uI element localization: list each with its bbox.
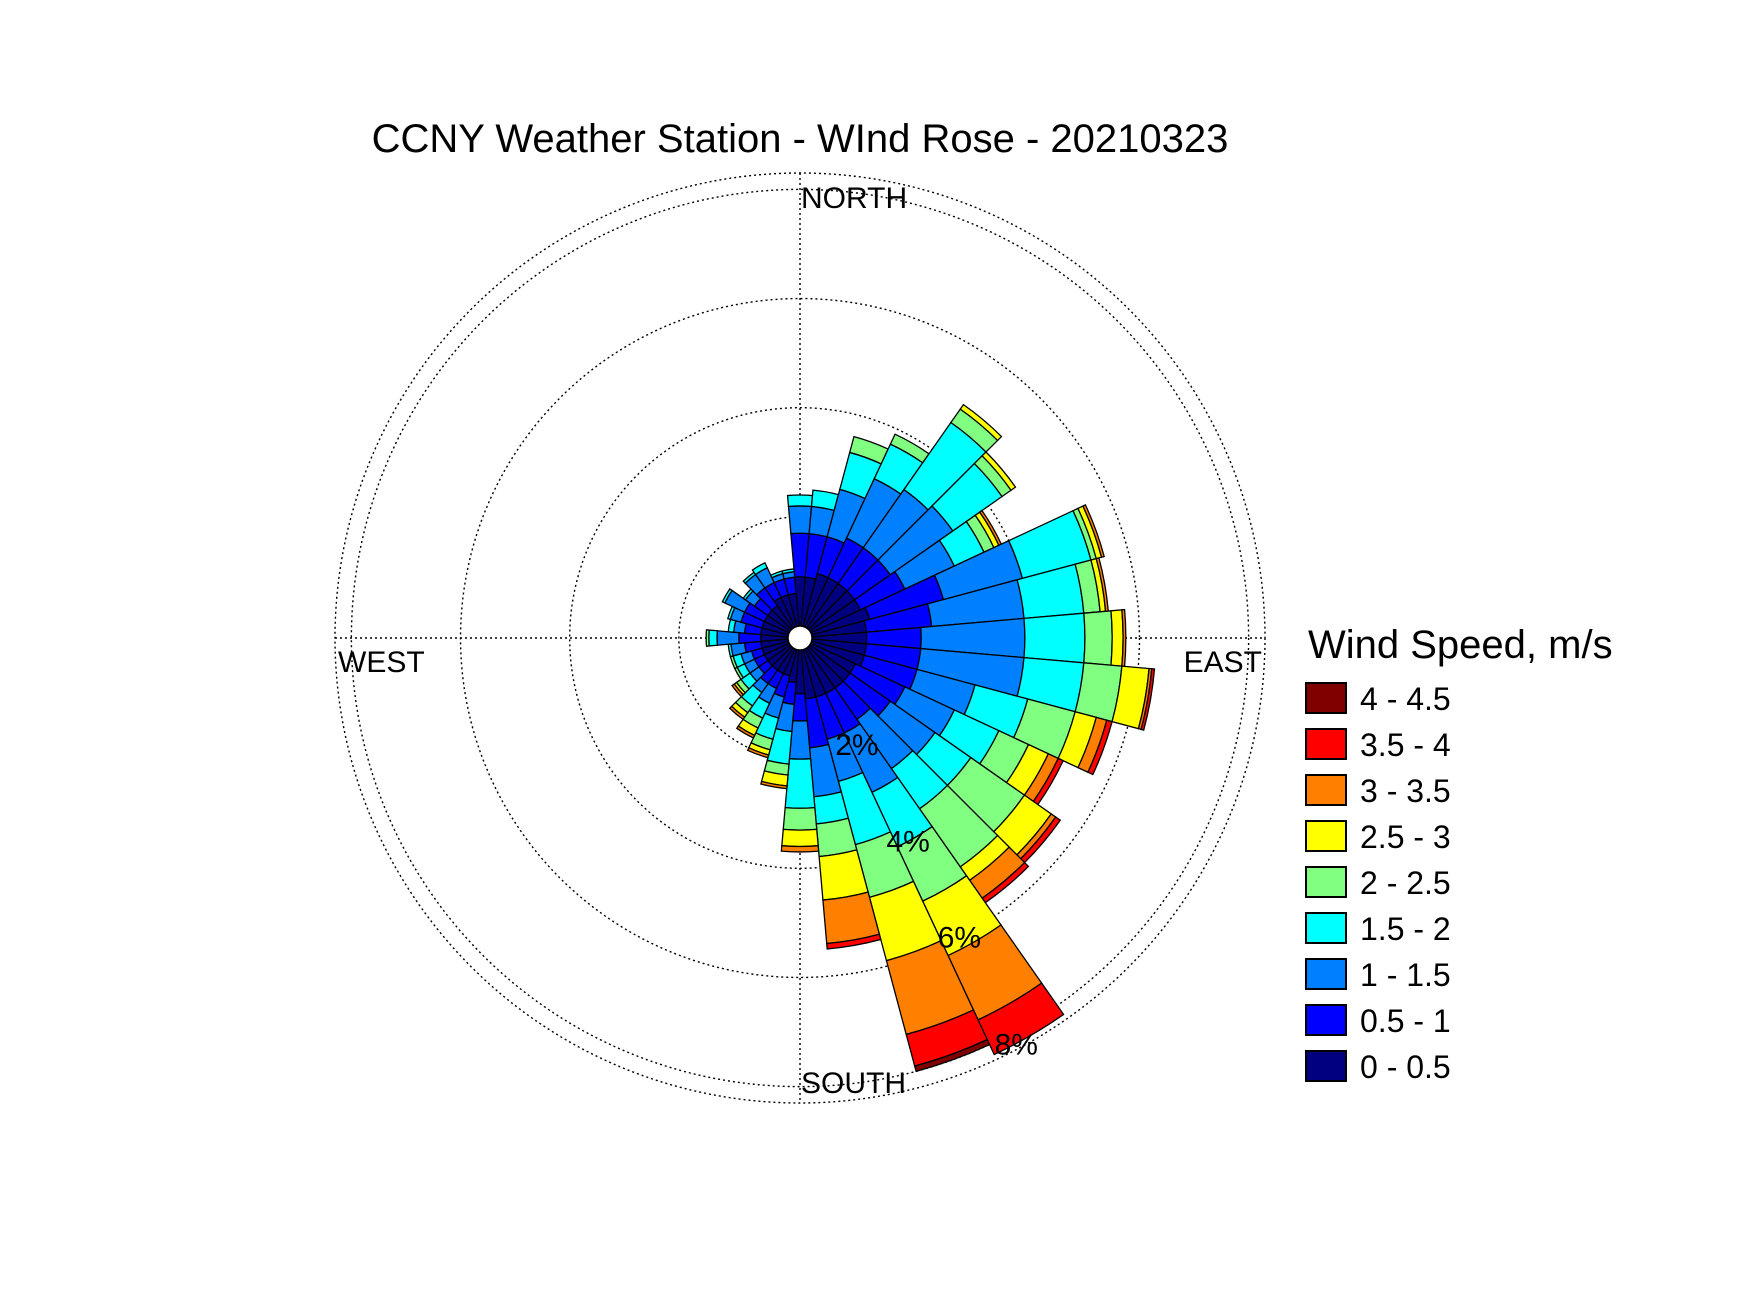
sector-270-bin-3 <box>708 629 719 647</box>
sector-210-bin-6 <box>735 725 756 739</box>
sector-180-bin-5 <box>781 828 819 848</box>
sector-180-bin-6 <box>780 844 820 853</box>
sector-90-bin-4 <box>1083 610 1113 666</box>
sector-110-bin-7 <box>1087 719 1113 776</box>
sector-230-bin-6 <box>731 683 745 698</box>
sector-100-bin-7 <box>1140 668 1156 731</box>
sector-180-bin-4 <box>782 806 818 831</box>
legend-label-7: 0.5 - 1 <box>1360 1003 1451 1039</box>
center-hole <box>787 625 813 651</box>
wind-sectors <box>705 403 1156 1073</box>
legend-swatch-5 <box>1305 912 1347 944</box>
sector-0-bin-3 <box>786 494 814 508</box>
sector-70-bin-6 <box>1082 504 1105 558</box>
sector-90-bin-3 <box>1023 612 1086 664</box>
legend-swatch-6 <box>1305 958 1347 990</box>
chart-title: CCNY Weather Station - WInd Rose - 20210… <box>372 117 1229 161</box>
legend-label-8: 0 - 0.5 <box>1360 1049 1451 1085</box>
compass-east: EAST <box>1184 646 1262 679</box>
compass-west: WEST <box>338 646 425 679</box>
sector-50-bin-5 <box>981 451 1017 492</box>
legend-swatch-8 <box>1305 1050 1347 1082</box>
legend-swatch-1 <box>1305 728 1347 760</box>
legend-label-3: 2.5 - 3 <box>1360 819 1451 855</box>
sector-330-bin-3 <box>751 561 769 576</box>
ring-label-4: 8% <box>995 1029 1038 1062</box>
sector-300-bin-3 <box>721 587 733 604</box>
ring-label-3: 6% <box>938 922 981 955</box>
legend-swatch-4 <box>1305 866 1347 898</box>
sector-170-bin-7 <box>826 933 882 950</box>
compass-south: SOUTH <box>801 1067 906 1100</box>
sector-90-bin-5 <box>1110 609 1124 667</box>
sector-350-bin-3 <box>781 568 795 575</box>
compass-north: NORTH <box>801 182 907 215</box>
legend-label-0: 4 - 4.5 <box>1360 681 1451 717</box>
legend-label-6: 1 - 1.5 <box>1360 957 1451 993</box>
legend-label-1: 3.5 - 4 <box>1360 727 1451 763</box>
sector-200-bin-6 <box>746 746 770 759</box>
legend-label-2: 3 - 3.5 <box>1360 773 1451 809</box>
legend-swatch-7 <box>1305 1004 1347 1036</box>
ring-labels: 2% 4% 6% 8% <box>835 729 1038 1062</box>
sector-180-bin-3 <box>784 757 816 809</box>
sector-220-bin-6 <box>728 705 746 721</box>
ring-4 <box>350 188 1250 1088</box>
sector-0-bin-2 <box>787 505 813 535</box>
legend-label-4: 2 - 2.5 <box>1360 865 1451 901</box>
legend-swatch-0 <box>1305 682 1347 714</box>
ring-label-2: 4% <box>886 825 929 858</box>
ring-label-1: 2% <box>835 729 878 762</box>
sector-40-bin-5 <box>959 403 1003 442</box>
sector-270-bin-4 <box>705 629 710 647</box>
legend: 4 - 4.5 3.5 - 4 3 - 3.5 2.5 - 3 2 - 2.5 1.5 -… <box>1305 681 1451 1085</box>
sector-160-bin-8 <box>913 1038 991 1073</box>
legend-swatch-3 <box>1305 820 1347 852</box>
legend-swatch-2 <box>1305 774 1347 806</box>
sector-90-bin-6 <box>1121 608 1127 668</box>
sector-150-bin-7 <box>977 982 1065 1056</box>
legend-title: Wind Speed, m/s <box>1308 623 1613 667</box>
legend-label-5: 1.5 - 2 <box>1360 911 1451 947</box>
sector-190-bin-6 <box>760 780 788 790</box>
